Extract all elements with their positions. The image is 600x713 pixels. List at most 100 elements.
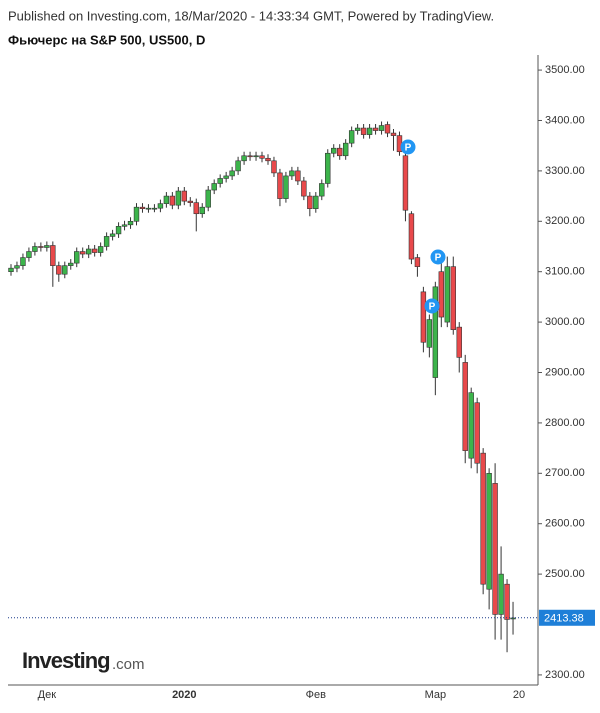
candle-body <box>474 402 480 464</box>
watermark-suffix: .com <box>112 656 145 673</box>
event-marker-label: P <box>405 143 412 154</box>
y-tick-label: 3100.00 <box>545 266 585 278</box>
candle-body <box>44 245 50 248</box>
candle-body <box>313 195 319 209</box>
candle-body <box>127 220 134 226</box>
x-tick-label: Дек <box>38 689 57 701</box>
event-marker-label: P <box>429 302 436 313</box>
candle-body <box>32 246 38 252</box>
candle-body <box>372 127 379 131</box>
candle-body <box>62 265 68 275</box>
y-tick-label: 2900.00 <box>545 366 585 378</box>
candle-body <box>510 617 516 620</box>
candle-body <box>271 160 277 174</box>
candle-body <box>253 155 259 158</box>
candle-body <box>259 155 265 159</box>
candle-body <box>169 195 176 206</box>
candle-body <box>247 155 253 158</box>
candle-body <box>504 583 510 620</box>
candle-body <box>307 195 313 209</box>
candle-body <box>450 266 456 330</box>
candle-body <box>486 473 492 590</box>
candle-body <box>342 142 349 157</box>
candle-body <box>468 392 474 459</box>
candle-body <box>348 130 355 144</box>
candle-body <box>390 132 397 136</box>
candle-body <box>26 251 32 258</box>
candle-body <box>229 170 235 177</box>
candle-body <box>193 202 199 215</box>
candle-body <box>199 206 205 215</box>
candle-body <box>85 248 92 255</box>
candle-body <box>444 266 450 323</box>
candle-body <box>384 124 391 134</box>
candle-body <box>438 271 445 318</box>
watermark-brand: Investing <box>22 648 110 673</box>
y-tick-label: 3000.00 <box>545 316 585 328</box>
candle-body <box>163 195 170 204</box>
y-tick-label: 3200.00 <box>545 215 585 227</box>
candle-body <box>80 251 86 255</box>
candle-body <box>133 206 140 222</box>
candle-body <box>139 206 146 209</box>
candle-body <box>109 233 116 237</box>
candle-body <box>8 267 14 272</box>
candle-body <box>145 207 152 210</box>
candle-body <box>420 291 427 343</box>
candle-body <box>283 175 289 199</box>
candle-body <box>319 183 325 197</box>
candle-body <box>456 326 462 358</box>
candle-body <box>337 147 343 157</box>
y-tick-label: 2800.00 <box>545 417 585 429</box>
y-tick-label: 2300.00 <box>545 669 585 681</box>
candle-body <box>56 265 62 275</box>
candle-body <box>211 183 217 191</box>
candle-body <box>414 257 421 267</box>
y-tick-label: 3400.00 <box>545 114 585 126</box>
candle-body <box>103 236 110 247</box>
candle-body <box>223 175 229 179</box>
y-tick-label: 2700.00 <box>545 467 585 479</box>
candle-body <box>295 170 301 182</box>
candle-body <box>50 245 56 266</box>
event-marker-label: P <box>435 253 442 264</box>
x-tick-label: 20 <box>513 689 525 701</box>
candle-body <box>480 452 486 585</box>
last-price-label: 2413.38 <box>544 613 584 625</box>
y-tick-label: 3300.00 <box>545 165 585 177</box>
candle-body <box>14 265 20 269</box>
last-price-box <box>539 609 595 626</box>
candle-body <box>354 127 361 131</box>
candle-body <box>408 213 415 260</box>
published-note: Published on Investing.com, 18/Mar/2020 … <box>8 8 494 23</box>
candle-body <box>38 246 44 248</box>
candle-body <box>366 127 373 135</box>
candle-body <box>325 152 331 184</box>
candle-body <box>121 224 128 227</box>
candle-body <box>462 362 468 451</box>
candle-body <box>492 483 498 615</box>
x-tick-label: Мар <box>425 689 447 701</box>
event-marker <box>400 139 416 155</box>
candle-body <box>378 125 385 131</box>
candle-body <box>235 160 241 172</box>
candle-body <box>360 127 367 135</box>
y-tick-label: 3500.00 <box>545 64 585 76</box>
candle-body <box>151 207 158 210</box>
candle-body <box>115 226 122 235</box>
candle-body <box>301 180 307 197</box>
candle-body <box>217 178 223 184</box>
candle-body <box>241 155 247 162</box>
event-marker <box>430 249 446 265</box>
candle-body <box>181 190 188 202</box>
candle-body <box>498 573 504 615</box>
candle-body <box>205 189 211 208</box>
candle-body <box>432 286 439 378</box>
candle-body <box>74 251 80 264</box>
candle-body <box>68 262 74 266</box>
instrument-title: Фьючерс на S&P 500, US500, D <box>8 32 205 47</box>
candle-body <box>175 190 182 206</box>
x-tick-label: Фев <box>306 689 326 701</box>
